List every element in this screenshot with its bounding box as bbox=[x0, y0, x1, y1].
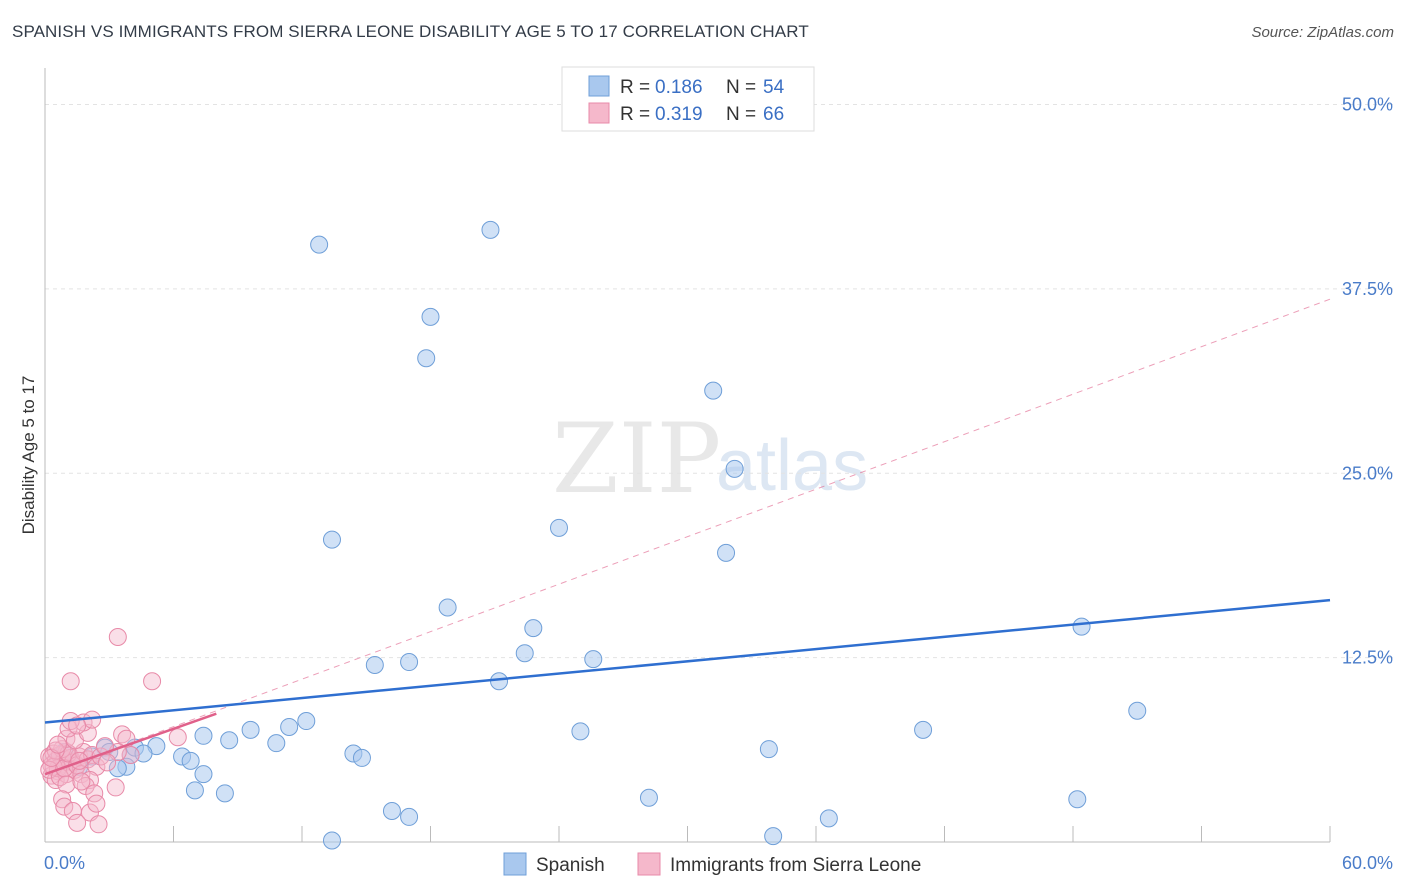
spanish-point bbox=[717, 543, 736, 562]
spanish-point bbox=[181, 751, 200, 770]
spanish-point bbox=[764, 827, 783, 846]
sierra-point bbox=[98, 753, 117, 772]
spanish-point bbox=[421, 307, 440, 326]
spanish-point bbox=[524, 619, 543, 638]
x-tick-label: 60.0% bbox=[1342, 853, 1393, 873]
sierra-point bbox=[72, 772, 91, 791]
spanish-point bbox=[1128, 701, 1147, 720]
spanish-point bbox=[365, 656, 384, 674]
spanish-point bbox=[490, 672, 509, 691]
spanish-point bbox=[322, 530, 341, 549]
spanish-point bbox=[280, 717, 299, 736]
legend-r-sierra: 0.319 bbox=[655, 104, 703, 125]
y-tick-label: 12.5% bbox=[1342, 648, 1393, 668]
source-credit: Source: ZipAtlas.com bbox=[1251, 24, 1394, 41]
sierra-point bbox=[106, 778, 125, 797]
spanish-point bbox=[481, 220, 500, 239]
sierra-point bbox=[87, 757, 106, 776]
spanish-point bbox=[914, 720, 933, 739]
sierra-point bbox=[57, 775, 76, 794]
trend-lines bbox=[44, 298, 1331, 775]
spanish-point bbox=[550, 518, 568, 537]
spanish-point bbox=[571, 722, 590, 741]
y-tick-label: 50.0% bbox=[1342, 95, 1393, 115]
spanish-trend-line bbox=[44, 598, 1331, 724]
spanish-point bbox=[639, 788, 658, 807]
spanish-point bbox=[267, 734, 286, 753]
spanish-point bbox=[134, 744, 153, 763]
bottom-legend-swatch-sierra bbox=[637, 852, 661, 876]
legend-r-label-sierra: R = bbox=[620, 104, 650, 125]
sierra-point bbox=[143, 672, 162, 691]
spanish-point bbox=[400, 653, 419, 672]
spanish-point bbox=[759, 740, 778, 759]
spanish-point bbox=[438, 598, 457, 617]
spanish-point bbox=[194, 765, 213, 784]
sierra-point bbox=[53, 790, 72, 809]
bottom-legend-swatch-spanish bbox=[503, 852, 527, 876]
legend-n-label-spanish: N = bbox=[726, 77, 756, 98]
spanish-point bbox=[310, 235, 329, 254]
sierra-point bbox=[89, 815, 108, 834]
legend-n-sierra: 66 bbox=[763, 104, 784, 125]
spanish-point bbox=[185, 781, 204, 800]
sierra-point bbox=[87, 794, 106, 813]
bottom-legend-sierra: Immigrants from Sierra Leone bbox=[670, 855, 921, 876]
legend-n-spanish: 54 bbox=[763, 77, 785, 98]
spanish-point bbox=[725, 459, 744, 478]
spanish-point bbox=[322, 831, 341, 850]
spanish-point bbox=[241, 720, 260, 739]
spanish-point bbox=[417, 349, 436, 368]
chart-title: SPANISH VS IMMIGRANTS FROM SIERRA LEONE … bbox=[12, 22, 809, 41]
y-axis-title: Disability Age 5 to 17 bbox=[19, 376, 38, 535]
bottom-legend-spanish: Spanish bbox=[536, 855, 605, 876]
axes bbox=[44, 68, 1331, 843]
watermark-zip: ZIP bbox=[552, 403, 721, 515]
sierra-trend-line bbox=[44, 712, 217, 776]
x-tick-label: 0.0% bbox=[44, 853, 85, 873]
correlation-legend: R = 0.186 N = 54 R = 0.319 N = 66 bbox=[561, 66, 815, 132]
sierra-point bbox=[68, 716, 87, 735]
spanish-point bbox=[297, 712, 316, 731]
spanish-point bbox=[215, 784, 234, 803]
spanish-point bbox=[220, 731, 239, 750]
legend-r-spanish: 0.186 bbox=[655, 77, 703, 98]
legend-n-label-sierra: N = bbox=[726, 104, 756, 125]
y-tick-label: 25.0% bbox=[1342, 463, 1393, 483]
sierra-trend-extended bbox=[44, 298, 1331, 775]
spanish-point bbox=[108, 759, 127, 778]
series-legend: Spanish Immigrants from Sierra Leone bbox=[503, 852, 921, 876]
y-tick-label: 37.5% bbox=[1342, 279, 1393, 299]
spanish-point bbox=[194, 726, 213, 745]
spanish-point bbox=[1072, 617, 1091, 636]
sierra-point bbox=[55, 797, 74, 816]
legend-swatch-sierra bbox=[588, 102, 610, 124]
legend-r-label-spanish: R = bbox=[620, 77, 650, 98]
spanish-point bbox=[584, 650, 603, 669]
sierra-point bbox=[48, 735, 67, 754]
sierra-point bbox=[108, 627, 127, 646]
spanish-point bbox=[352, 748, 371, 767]
spanish-point bbox=[515, 644, 534, 663]
sierra-point bbox=[68, 813, 87, 832]
grid-lines bbox=[45, 104, 1395, 659]
spanish-point bbox=[382, 802, 401, 821]
spanish-point bbox=[400, 807, 419, 826]
spanish-point bbox=[1068, 790, 1087, 809]
sierra-point bbox=[78, 723, 97, 742]
sierra-point bbox=[168, 728, 187, 747]
sierra-point bbox=[42, 748, 61, 767]
data-points bbox=[40, 220, 1331, 850]
tick-labels: 12.5% 25.0% 37.5% 50.0% 0.0% 60.0% bbox=[44, 95, 1393, 874]
spanish-point bbox=[819, 809, 838, 828]
sierra-point bbox=[61, 672, 80, 691]
spanish-point bbox=[704, 381, 723, 400]
legend-swatch-spanish bbox=[588, 75, 610, 97]
